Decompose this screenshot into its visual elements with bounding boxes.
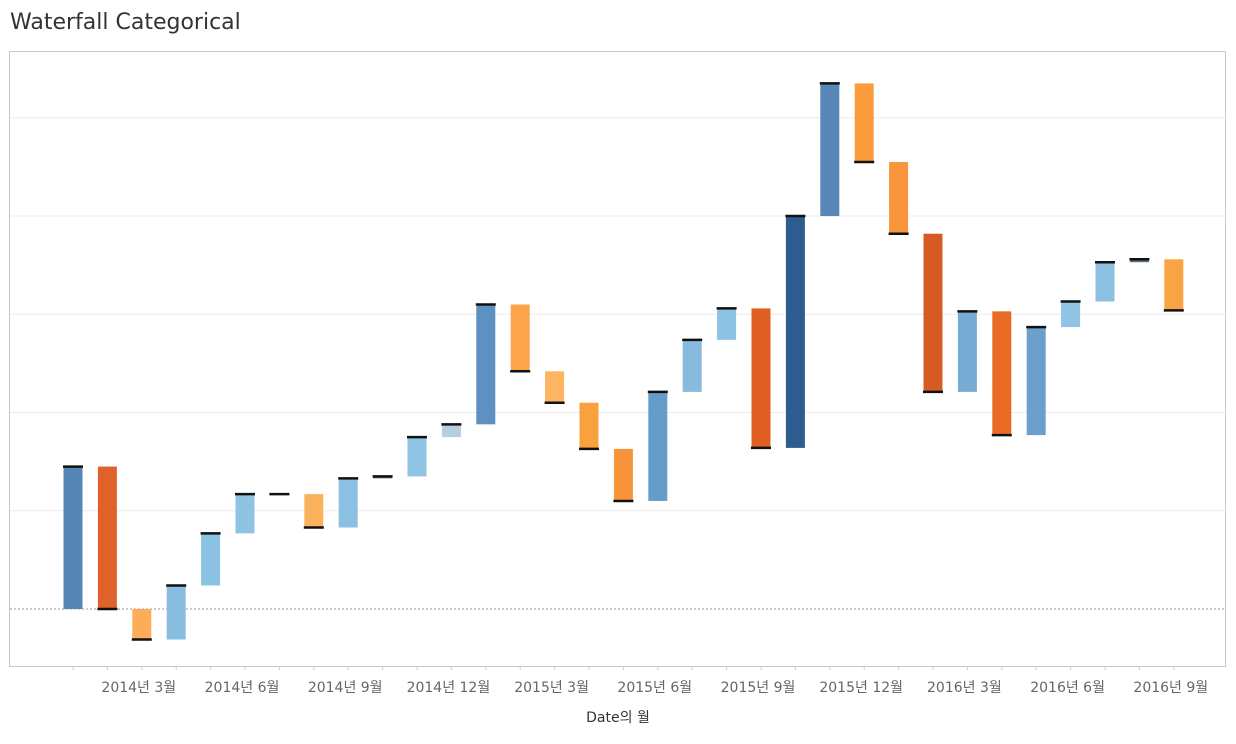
waterfall-bar (1129, 259, 1149, 263)
waterfall-bar (407, 437, 427, 477)
x-tick-label: 2015년 12월 (819, 680, 903, 696)
x-tick-label: 2016년 6월 (1030, 680, 1105, 696)
waterfall-bar (751, 308, 771, 448)
waterfall-bar (992, 311, 1012, 436)
waterfall-bar (682, 339, 702, 392)
plot-area (9, 51, 1226, 667)
x-axis-ticks: 2014년 3월 2014년 6월 2014년 9월 2014년 12월 2015년 3… (72, 666, 1208, 696)
waterfall-bar (304, 494, 324, 528)
x-tick-label: 2014년 9월 (308, 680, 383, 696)
waterfall-bar (717, 308, 737, 340)
waterfall-bar (889, 162, 909, 234)
waterfall-bar (1164, 259, 1184, 311)
waterfall-bar (235, 494, 255, 534)
x-axis-title: Date의 월 (586, 710, 650, 726)
waterfall-bar (201, 533, 221, 586)
waterfall-bar (338, 478, 358, 528)
x-tick-label: 2014년 6월 (205, 680, 280, 696)
x-tick-label: 2014년 3월 (101, 680, 176, 696)
waterfall-bar (613, 448, 633, 501)
x-tick-label: 2014년 12월 (407, 680, 491, 696)
x-tick-label: 2015년 9월 (721, 680, 796, 696)
waterfall-bar (166, 585, 186, 640)
waterfall-bar (957, 311, 977, 392)
waterfall-bar (132, 609, 152, 640)
x-tick-label: 2015년 6월 (617, 680, 692, 696)
waterfall-bar (648, 391, 668, 501)
waterfall-bar (854, 83, 874, 163)
x-tick-label: 2015년 3월 (514, 680, 589, 696)
waterfall-bar (579, 402, 599, 449)
waterfall-bar (441, 424, 461, 438)
waterfall-bar (923, 233, 943, 392)
waterfall-bar (1026, 327, 1046, 436)
waterfall-bar (820, 83, 840, 217)
gridlines (10, 117, 1226, 610)
x-tick-label: 2016년 3월 (927, 680, 1002, 696)
waterfall-bar (97, 466, 117, 610)
waterfall-bar (1095, 262, 1115, 302)
x-tick-label: 2016년 9월 (1133, 680, 1208, 696)
waterfall-bar (476, 304, 496, 425)
waterfall-bar (63, 466, 83, 610)
chart-title: Waterfall Categorical (10, 10, 241, 35)
waterfall-bars (63, 82, 1184, 641)
waterfall-bar (545, 371, 565, 403)
waterfall-bar (785, 216, 805, 448)
waterfall-bar (510, 304, 530, 372)
waterfall-bar (1061, 301, 1081, 328)
